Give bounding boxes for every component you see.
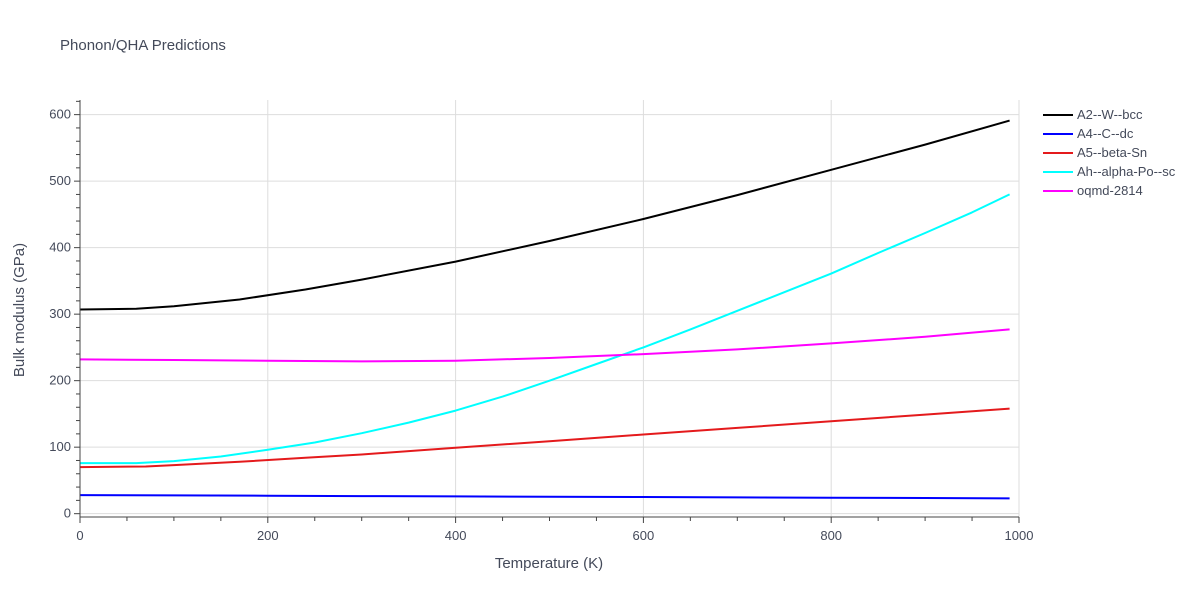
chart-title: Phonon/QHA Predictions — [60, 37, 226, 54]
x-axis-label: Temperature (K) — [495, 555, 603, 572]
y-tick-label: 200 — [49, 373, 71, 388]
x-tick-label: 600 — [633, 528, 655, 543]
y-tick-label: 100 — [49, 439, 71, 454]
grid — [80, 100, 1020, 517]
series-layer — [79, 119, 1011, 500]
series-line — [79, 328, 1010, 363]
y-tick-label: 600 — [49, 107, 71, 122]
series-line — [79, 494, 1010, 500]
y-tick-label: 300 — [49, 306, 71, 321]
y-tick-label: 500 — [49, 173, 71, 188]
y-tick-label: 400 — [49, 240, 71, 255]
series-line — [80, 193, 1011, 465]
series-line — [79, 119, 1010, 311]
y-tick-label: 0 — [64, 506, 71, 521]
axes — [74, 100, 1020, 523]
x-tick-label: 800 — [820, 528, 842, 543]
y-tick-labels: 0 100 200 300 400 500 600 — [49, 107, 71, 521]
legend-label: Ah--alpha-Po--sc — [1077, 164, 1176, 179]
legend-label: A5--beta-Sn — [1077, 145, 1147, 160]
legend-label: A4--C--dc — [1077, 126, 1134, 141]
legend: A2--W--bcc A4--C--dc A5--beta-Sn Ah--alpha-… — [1043, 107, 1176, 198]
x-tick-label: 200 — [257, 528, 279, 543]
legend-label: oqmd-2814 — [1077, 183, 1143, 198]
y-axis-label: Bulk modulus (GPa) — [11, 243, 28, 377]
x-tick-labels: 0 200 400 600 800 1000 — [76, 528, 1033, 543]
x-tick-label: 400 — [445, 528, 467, 543]
x-tick-label: 0 — [76, 528, 83, 543]
legend-label: A2--W--bcc — [1077, 107, 1143, 122]
x-tick-label: 1000 — [1005, 528, 1034, 543]
series-line — [79, 407, 1010, 469]
